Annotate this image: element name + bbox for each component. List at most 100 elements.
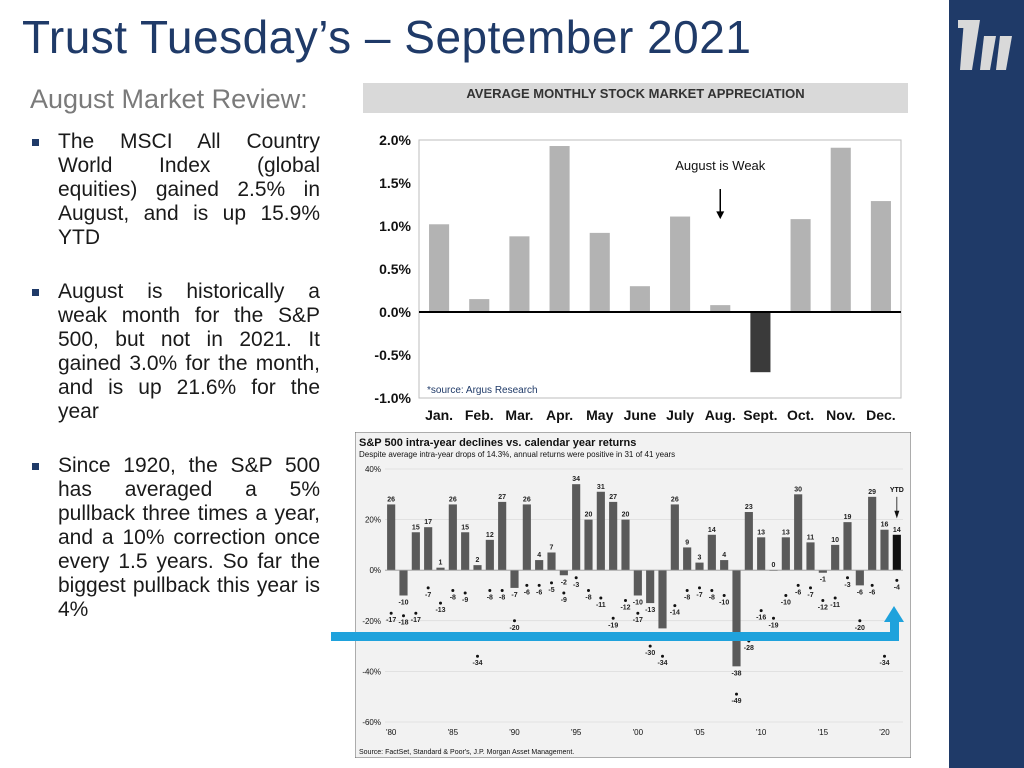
x-tick-label: '10 <box>756 728 767 737</box>
page-title: Trust Tuesday’s – September 2021 <box>22 11 752 63</box>
decline-label: -17 <box>411 617 421 624</box>
y-tick-label: -1.0% <box>374 390 411 406</box>
ytd-label: YTD <box>890 487 904 494</box>
bullet-text: August is historically a weak month for … <box>58 280 320 423</box>
x-tick-label: '95 <box>571 728 582 737</box>
company-logo <box>958 20 1012 70</box>
decline-dot <box>488 588 492 592</box>
return-bar <box>757 537 766 571</box>
return-label: 4 <box>722 552 726 559</box>
decline-dot <box>698 586 701 590</box>
return-bar <box>658 570 667 629</box>
decline-label: -14 <box>670 610 680 617</box>
decline-dot <box>833 596 837 600</box>
return-bar <box>621 519 630 571</box>
return-label: -13 <box>645 607 655 614</box>
bar <box>589 232 610 312</box>
decline-label: -6 <box>795 589 801 596</box>
decline-label: -7 <box>425 592 431 599</box>
decline-label: -6 <box>869 589 875 596</box>
decline-dot <box>402 614 405 618</box>
x-tick-label: July <box>666 407 694 423</box>
return-label: 13 <box>757 529 765 536</box>
return-bar <box>732 570 741 667</box>
return-bar <box>485 539 494 571</box>
return-bar <box>831 544 840 571</box>
return-label: 26 <box>449 496 457 503</box>
y-tick-label: -40% <box>362 667 381 676</box>
return-label: 19 <box>844 514 852 521</box>
x-tick-label: '15 <box>818 728 829 737</box>
decline-dot <box>673 604 677 608</box>
monthly-appreciation-chart: 2.0% 1.5% 1.0% 0.5% 0.0% -0.5% -1.0% Jan. Feb. Ma… <box>374 132 902 423</box>
bar <box>670 216 691 312</box>
return-bar <box>880 529 889 571</box>
decline-label: -30 <box>645 650 655 657</box>
x-tick-label: '90 <box>509 728 520 737</box>
decline-label: -9 <box>462 597 468 604</box>
return-bar <box>559 570 568 576</box>
bullet-square-icon <box>32 463 39 470</box>
return-label: 2 <box>476 557 480 564</box>
decline-label: -7 <box>807 592 813 599</box>
decline-dot <box>661 654 664 658</box>
highlight-arrow-line <box>331 632 899 641</box>
decline-label: -49 <box>731 698 741 705</box>
return-label: 20 <box>585 512 593 519</box>
y-tick-label: 1.0% <box>379 218 411 234</box>
x-tick-label: '80 <box>386 728 397 737</box>
return-label: 1 <box>439 560 443 567</box>
return-bar <box>535 560 544 571</box>
return-bar <box>547 552 556 571</box>
decline-dot <box>624 599 627 603</box>
return-bar <box>411 532 420 571</box>
return-label: 4 <box>537 552 541 559</box>
return-bar <box>498 501 507 571</box>
decline-dot <box>537 583 541 587</box>
plot-area <box>418 139 902 399</box>
bullet-item: The MSCI All Country World Index (global… <box>30 130 320 250</box>
return-label: -38 <box>731 670 741 677</box>
bar <box>549 146 570 312</box>
x-tick-label: '20 <box>879 728 890 737</box>
decline-dot <box>858 619 862 623</box>
return-label: 14 <box>708 527 716 534</box>
decline-dot <box>513 619 516 623</box>
decline-label: -11 <box>830 602 840 609</box>
decline-label: -4 <box>894 584 900 591</box>
return-bar <box>855 570 864 586</box>
return-label: 23 <box>745 504 753 511</box>
return-bar <box>695 562 704 571</box>
bar <box>629 286 650 312</box>
x-tick-label: '05 <box>694 728 705 737</box>
decline-label: -16 <box>756 615 766 622</box>
decline-label: -8 <box>684 594 690 601</box>
return-bar <box>424 527 433 571</box>
decline-dot <box>525 583 529 587</box>
arrow-down-icon <box>716 211 725 220</box>
y-tick-label: 2.0% <box>379 132 411 148</box>
decline-dot <box>772 616 775 620</box>
x-tick-label: Apr. <box>546 407 573 423</box>
decline-dot <box>685 588 689 592</box>
monthly-chart-title: AVERAGE MONTHLY STOCK MARKET APPRECIATIO… <box>466 86 805 101</box>
return-bar <box>572 484 581 571</box>
bullet-square-icon <box>32 289 39 296</box>
return-label: -6 <box>857 589 863 596</box>
decline-dot <box>722 594 726 597</box>
decline-label: -7 <box>696 592 702 599</box>
bar <box>870 201 891 312</box>
return-bar <box>436 567 445 571</box>
august-annotation: August is Weak <box>675 158 766 173</box>
decline-dot <box>796 583 800 587</box>
return-label: 7 <box>550 544 554 551</box>
decline-label: -10 <box>781 600 791 607</box>
y-tick-label: -60% <box>362 718 381 727</box>
decline-label: -20 <box>855 625 865 632</box>
decline-label: -6 <box>524 589 530 596</box>
return-bar <box>818 570 827 573</box>
decline-dot <box>476 654 479 658</box>
return-bar <box>448 504 457 571</box>
return-label: -2 <box>561 579 567 586</box>
decline-dot <box>648 644 652 648</box>
